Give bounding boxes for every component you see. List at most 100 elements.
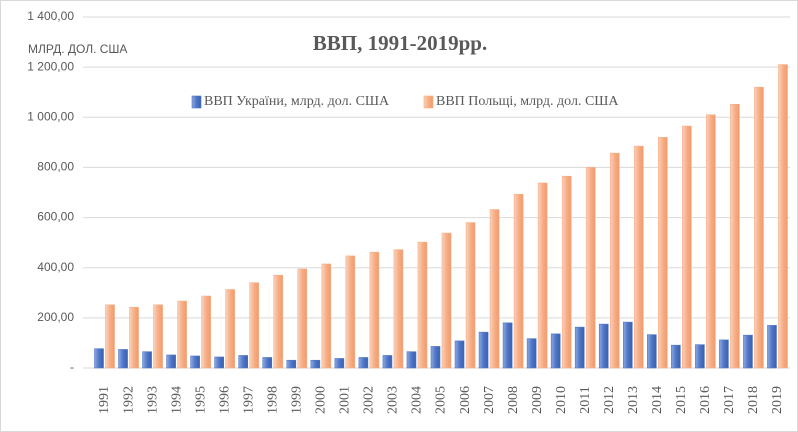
bar bbox=[682, 125, 692, 369]
bar bbox=[778, 64, 788, 369]
bar bbox=[321, 263, 332, 369]
bar bbox=[743, 334, 753, 369]
bar bbox=[393, 249, 404, 369]
x-tick-label: 1995 bbox=[193, 386, 208, 414]
y-tick-label: 600,00 bbox=[37, 210, 74, 224]
bar bbox=[598, 323, 609, 369]
bar bbox=[249, 282, 260, 369]
bar bbox=[94, 348, 104, 369]
bar bbox=[609, 152, 620, 369]
x-tick-label: 2002 bbox=[362, 386, 377, 414]
bar bbox=[754, 86, 764, 369]
x-tick-label: 2012 bbox=[602, 386, 617, 414]
legend-swatch bbox=[191, 95, 202, 109]
y-tick-label: 1 000,00 bbox=[27, 109, 74, 123]
bar bbox=[345, 255, 356, 369]
bar bbox=[489, 209, 500, 369]
bar bbox=[585, 167, 596, 369]
bar bbox=[382, 355, 393, 369]
bar bbox=[454, 340, 465, 369]
x-tick-label: 2014 bbox=[650, 386, 665, 414]
x-tick-label: 2011 bbox=[578, 386, 593, 413]
x-tick-label: 2018 bbox=[746, 386, 761, 414]
bar bbox=[417, 241, 428, 369]
legend-swatch bbox=[423, 95, 434, 109]
x-tick-label: 1998 bbox=[265, 386, 280, 414]
legend-label: ВВП України, млрд. дол. США bbox=[204, 94, 390, 109]
bar bbox=[441, 232, 452, 369]
x-tick-label: 2008 bbox=[506, 386, 521, 414]
x-tick-label: 1994 bbox=[169, 386, 184, 414]
y-axis-label: МЛРД. ДОЛ. США bbox=[28, 42, 127, 56]
x-tick-label: 2007 bbox=[482, 386, 497, 414]
bar bbox=[225, 289, 235, 369]
bar bbox=[730, 103, 740, 369]
x-tick-label: 1993 bbox=[145, 386, 160, 414]
bar bbox=[502, 322, 513, 369]
bar bbox=[334, 358, 345, 369]
bar bbox=[214, 356, 224, 369]
bar bbox=[622, 321, 633, 369]
y-tick-label: 1 400,00 bbox=[27, 9, 74, 23]
y-tick-label: 200,00 bbox=[37, 310, 74, 324]
bar bbox=[658, 137, 668, 369]
x-tick-label: 1996 bbox=[217, 386, 232, 414]
bar bbox=[430, 346, 441, 369]
bar bbox=[550, 333, 561, 369]
bar bbox=[310, 359, 321, 369]
bar bbox=[526, 338, 537, 369]
bar bbox=[153, 304, 163, 369]
bar bbox=[478, 331, 489, 369]
bar bbox=[633, 145, 644, 369]
legend-label: ВВП Польщі, млрд. дол. США bbox=[436, 94, 619, 109]
x-tick-label: 1992 bbox=[121, 386, 136, 414]
x-tick-label: 1997 bbox=[241, 386, 256, 414]
x-tick-label: 2009 bbox=[530, 386, 545, 414]
y-tick-label: 400,00 bbox=[37, 260, 74, 274]
bar bbox=[719, 339, 729, 369]
bar bbox=[537, 182, 548, 369]
bar bbox=[671, 344, 681, 369]
bar bbox=[297, 268, 308, 369]
bar bbox=[561, 175, 572, 369]
bar bbox=[286, 359, 297, 369]
bar bbox=[513, 193, 524, 369]
x-tick-label: 2017 bbox=[722, 386, 737, 414]
x-tick-label: 2001 bbox=[338, 386, 353, 414]
x-tick-label: 2019 bbox=[770, 386, 785, 414]
bar bbox=[238, 355, 249, 369]
x-tick-label: 2010 bbox=[554, 386, 569, 414]
bar bbox=[166, 354, 176, 369]
bar bbox=[465, 222, 476, 369]
bar bbox=[105, 304, 115, 369]
y-tick-label: - bbox=[70, 360, 74, 374]
x-tick-label: 2003 bbox=[386, 386, 401, 414]
bar bbox=[177, 300, 187, 369]
x-tick-label: 1999 bbox=[290, 386, 305, 414]
bar bbox=[647, 334, 657, 369]
bar bbox=[201, 295, 211, 369]
x-tick-label: 1991 bbox=[97, 386, 112, 414]
bar bbox=[118, 349, 128, 369]
bar bbox=[190, 355, 200, 369]
y-tick-label: 1 200,00 bbox=[27, 59, 74, 73]
bar bbox=[695, 344, 705, 369]
x-tick-label: 2016 bbox=[698, 386, 713, 414]
bar bbox=[369, 251, 380, 369]
bar bbox=[129, 307, 139, 369]
x-tick-label: 2004 bbox=[410, 386, 425, 414]
y-tick-label: 800,00 bbox=[37, 160, 74, 174]
bar bbox=[767, 325, 777, 369]
bar bbox=[706, 114, 716, 369]
x-tick-label: 2006 bbox=[458, 386, 473, 414]
chart-title: ВВП, 1991-2019рр. bbox=[313, 31, 487, 55]
bar bbox=[262, 357, 273, 369]
bar bbox=[142, 351, 152, 369]
x-tick-label: 2005 bbox=[434, 386, 449, 414]
x-tick-label: 2015 bbox=[674, 386, 689, 414]
bar bbox=[273, 274, 284, 369]
bar bbox=[358, 357, 369, 369]
bar bbox=[406, 351, 417, 369]
x-tick-label: 2000 bbox=[314, 386, 329, 414]
